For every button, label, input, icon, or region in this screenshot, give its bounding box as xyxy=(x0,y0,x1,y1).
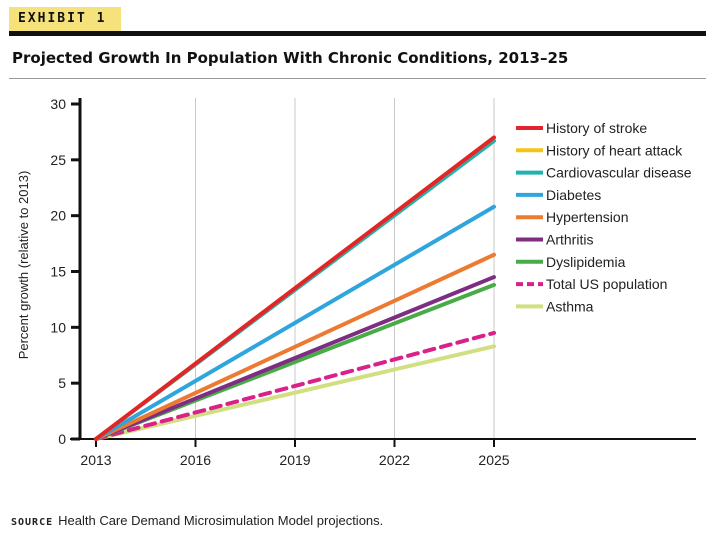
series-line xyxy=(94,252,496,441)
legend-label: Hypertension xyxy=(546,209,629,225)
legend-label: History of stroke xyxy=(546,120,647,136)
series-line xyxy=(94,204,496,441)
legend-label: Diabetes xyxy=(546,187,601,203)
title-rule xyxy=(9,78,706,79)
x-tick-label: 2013 xyxy=(80,452,111,468)
y-tick-label: 15 xyxy=(50,264,66,280)
y-tick-label: 10 xyxy=(50,319,66,335)
source-label: SOURCE xyxy=(11,517,54,528)
source-note: SOURCE Health Care Demand Microsimulation… xyxy=(11,513,383,528)
chart-title: Projected Growth In Population With Chro… xyxy=(12,49,569,67)
series-line xyxy=(94,330,496,441)
top-rule xyxy=(9,31,706,36)
y-tick-label: 20 xyxy=(50,208,66,224)
x-tick-label: 2025 xyxy=(478,452,509,468)
exhibit-tab xyxy=(9,7,121,31)
x-tick-label: 2019 xyxy=(279,452,310,468)
y-axis-label: Percent growth (relative to 2013) xyxy=(16,171,31,360)
source-text: Health Care Demand Microsimulation Model… xyxy=(58,513,384,528)
series-line xyxy=(94,344,496,441)
x-tick-label: 2016 xyxy=(180,452,211,468)
y-tick-label: 5 xyxy=(58,375,66,391)
legend-label: Arthritis xyxy=(546,232,593,248)
series-line xyxy=(94,135,496,441)
x-tick-label: 2022 xyxy=(379,452,410,468)
legend-label: Total US population xyxy=(546,276,667,292)
series-line xyxy=(94,275,496,441)
legend-label: Dyslipidemia xyxy=(546,254,626,270)
y-tick-label: 25 xyxy=(50,152,66,168)
exhibit-label: EXHIBIT 1 xyxy=(18,11,107,26)
legend-label: History of heart attack xyxy=(546,142,683,158)
legend-label: Asthma xyxy=(546,298,594,314)
y-tick-label: 30 xyxy=(50,96,66,112)
legend-label: Cardiovascular disease xyxy=(546,165,692,181)
line-chart: Percent growth (relative to 2013) 0 5 10 15… xyxy=(16,96,696,468)
y-tick-label: 0 xyxy=(58,431,66,447)
